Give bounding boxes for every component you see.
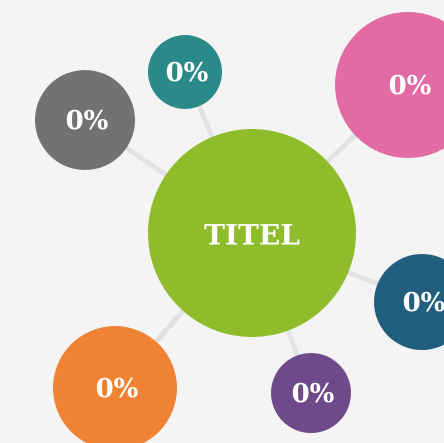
node xyxy=(271,353,351,433)
node xyxy=(148,35,222,109)
node xyxy=(53,326,177,443)
node xyxy=(35,70,135,170)
node-label: 0% xyxy=(292,379,335,409)
node-label: 0% xyxy=(403,288,444,318)
node xyxy=(374,254,444,350)
center-node xyxy=(148,129,356,337)
center-label: TITEL xyxy=(204,219,300,252)
node-label: 0% xyxy=(166,58,209,88)
node xyxy=(335,12,444,158)
node-label: 0% xyxy=(96,374,139,404)
node-label: 0% xyxy=(66,106,109,136)
node-label: 0% xyxy=(389,71,432,101)
nodes: 0% 0% 0% 0% 0% 0% xyxy=(35,12,444,443)
